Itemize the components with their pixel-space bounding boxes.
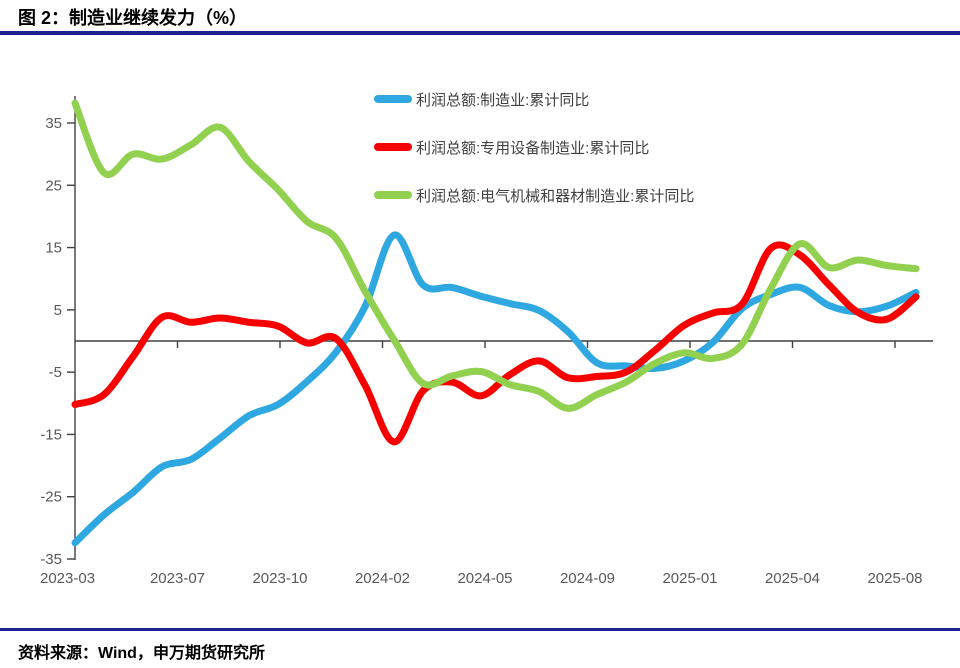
legend-item-manufacturing: 利润总额:制造业:累计同比	[374, 91, 694, 109]
y-axis-tick-label: -25	[40, 489, 62, 506]
x-axis-tick-label: 2025-04	[765, 570, 820, 587]
x-axis-tick-label: 2025-01	[662, 570, 717, 587]
y-axis-tick-label: 25	[45, 177, 62, 194]
legend-label: 利润总额:制造业:累计同比	[416, 91, 590, 109]
legend-label: 利润总额:电气机械和器材制造业:累计同比	[416, 187, 695, 205]
chart-legend: 利润总额:制造业:累计同比 利润总额:专用设备制造业:累计同比 利润总额:电气机…	[374, 91, 694, 235]
legend-label: 利润总额:专用设备制造业:累计同比	[416, 139, 650, 157]
red-line-swatch-icon	[374, 143, 412, 151]
y-axis-tick-label: -5	[49, 364, 62, 381]
x-axis-tick-label: 2023-03	[40, 570, 95, 587]
figure-title: 图 2：制造业继续发力（%）	[18, 8, 248, 28]
x-axis-tick-label: 2024-05	[457, 570, 512, 587]
footer-rule	[0, 628, 960, 631]
x-axis-tick-label: 2024-02	[355, 570, 410, 587]
x-axis-tick-label: 2023-07	[150, 570, 205, 587]
y-axis-tick-label: 35	[45, 115, 62, 132]
x-axis-tick-label: 2024-09	[560, 570, 615, 587]
green-line-swatch-icon	[374, 191, 412, 199]
blue-line-swatch-icon	[374, 95, 412, 103]
legend-item-special-equipment: 利润总额:专用设备制造业:累计同比	[374, 139, 694, 157]
legend-item-electrical-machinery: 利润总额:电气机械和器材制造业:累计同比	[374, 187, 695, 205]
y-axis-tick-label: -15	[40, 426, 62, 443]
data-source-note: 资料来源：Wind，申万期货研究所	[18, 645, 265, 662]
chart-canvas: 35 25 15 5 -5 -15 -25 -35 2023-03 2023-07 2023-10 2…	[40, 96, 933, 587]
x-axis-tick-label: 2025-08	[867, 570, 922, 587]
title-underline-rule	[0, 31, 960, 35]
x-axis-tick-label: 2023-10	[252, 570, 307, 587]
y-axis-tick-label: 5	[54, 302, 62, 319]
series-line-special-equipment	[71, 241, 920, 446]
series-line-electrical-machinery	[71, 99, 920, 412]
y-axis-tick-label: -35	[40, 551, 62, 568]
y-axis-tick-label: 15	[45, 240, 62, 257]
